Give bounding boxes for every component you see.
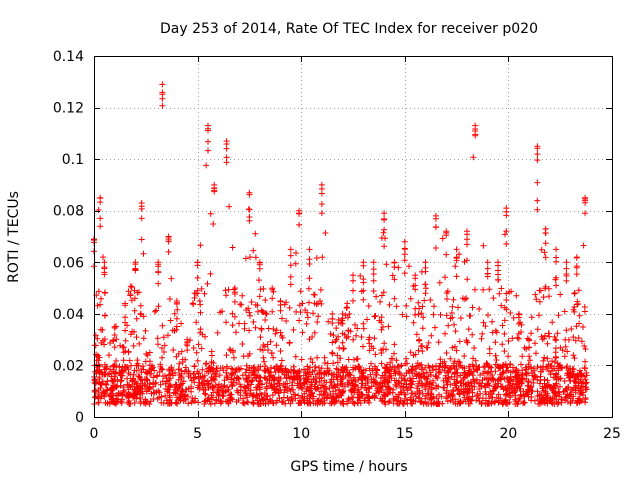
y-tick-labels: 0 0.02 0.04 0.06 0.08 0.1 0.12 0.14 — [53, 49, 84, 426]
chart-title: Day 253 of 2014, Rate Of TEC Index for r… — [160, 21, 538, 37]
y-tick-label: 0.1 — [62, 152, 84, 168]
x-tick-labels: 0 5 10 15 20 25 — [90, 426, 621, 442]
roti-markers — [91, 81, 590, 408]
y-tick-label: 0 — [75, 410, 84, 426]
data-points — [91, 81, 590, 408]
y-tick-label: 0.04 — [53, 307, 84, 323]
y-tick-label: 0.08 — [53, 204, 84, 220]
y-tick-label: 0.02 — [53, 358, 84, 374]
x-tick-label: 0 — [90, 426, 99, 442]
y-tick-label: 0.12 — [53, 101, 84, 117]
y-tick-label: 0.06 — [53, 255, 84, 271]
x-tick-label: 10 — [292, 426, 310, 442]
grid — [94, 56, 612, 417]
y-axis-label: ROTI / TECUs — [6, 191, 22, 283]
plot-frame — [94, 56, 613, 418]
y-tick-label: 0.14 — [53, 49, 84, 65]
x-tick-label: 5 — [193, 426, 202, 442]
x-axis-label: GPS time / hours — [290, 459, 407, 475]
x-tick-label: 25 — [603, 426, 621, 442]
x-tick-label: 15 — [396, 426, 414, 442]
axis-ticks — [94, 56, 613, 418]
x-tick-label: 20 — [499, 426, 517, 442]
